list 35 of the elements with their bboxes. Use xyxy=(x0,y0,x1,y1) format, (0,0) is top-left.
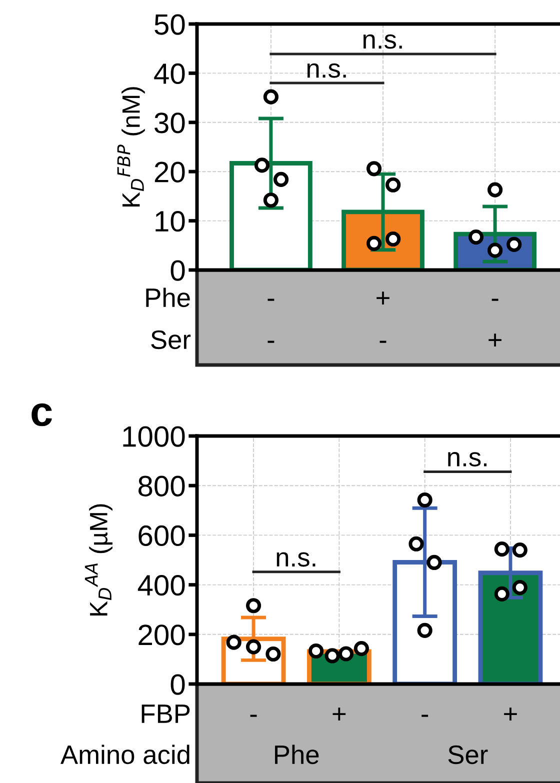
y-tick-label: 0 xyxy=(170,260,185,281)
y-tick-label: 20 xyxy=(154,162,185,182)
annotation: n.s. xyxy=(363,34,402,49)
y-tick-label: 400 xyxy=(138,575,185,596)
y-tick-label: 0 xyxy=(170,674,185,695)
text: - xyxy=(250,714,257,717)
annotation: n.s. xyxy=(448,452,487,466)
y-axis-title: K$_{D}$$^{AA}$ (µM) xyxy=(84,504,112,616)
y-tick-label: 1000 xyxy=(123,426,185,447)
text: Amino acid xyxy=(60,744,190,764)
y-tick-label: 50 xyxy=(154,14,185,35)
y-axis-title: K$_{D}$$^{FBP}$ (nM) xyxy=(117,87,145,206)
y-tick-label: 800 xyxy=(138,476,185,496)
text: - xyxy=(380,340,386,343)
y-tick-label: 600 xyxy=(138,525,185,546)
text: c xyxy=(32,403,52,426)
y-tick-label: 10 xyxy=(156,211,185,232)
text: - xyxy=(492,298,498,301)
text: Phe xyxy=(275,744,319,764)
text: + xyxy=(376,292,390,305)
annotation: n.s. xyxy=(307,63,346,78)
annotation: n.s. xyxy=(276,552,316,567)
y-tick-label: 40 xyxy=(154,63,185,84)
text: FBP xyxy=(142,704,190,723)
text: + xyxy=(332,708,346,721)
text: Phe xyxy=(146,288,190,308)
text: + xyxy=(504,708,517,721)
text: - xyxy=(268,298,274,301)
text: - xyxy=(268,340,274,343)
y-tick-label: 200 xyxy=(138,624,185,646)
text: + xyxy=(488,334,502,347)
y-tick-label: 30 xyxy=(154,112,185,134)
text: - xyxy=(422,714,428,717)
text: Ser xyxy=(448,745,488,764)
text: Ser xyxy=(151,330,191,350)
